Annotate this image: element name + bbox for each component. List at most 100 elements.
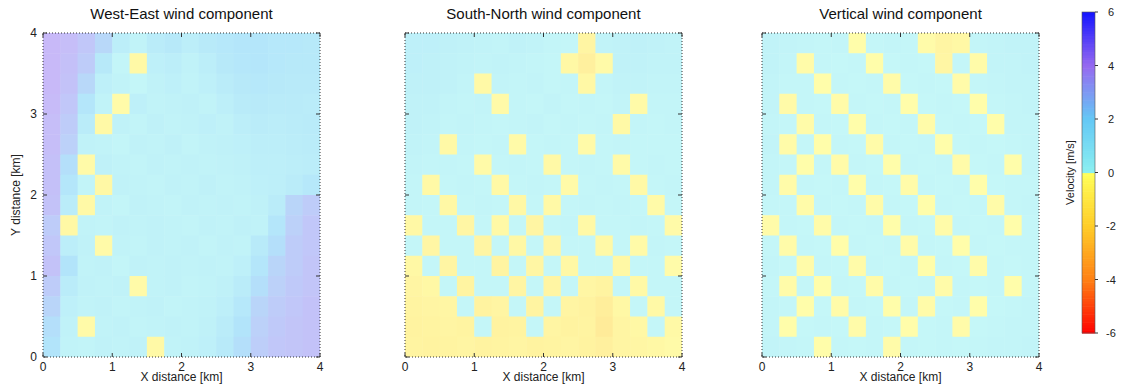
cell [492, 317, 510, 338]
cell [233, 155, 251, 176]
cell [285, 53, 303, 74]
cell [1022, 296, 1039, 317]
colorbar-tick [1095, 226, 1098, 227]
cell [595, 276, 613, 297]
cell [665, 256, 682, 277]
cell [60, 114, 78, 135]
cell [95, 74, 113, 95]
cell [866, 337, 884, 357]
x-axis-label: X distance [km] [859, 370, 941, 384]
title: Vertical wind component [819, 5, 982, 22]
cell [866, 256, 884, 277]
cell [901, 337, 919, 357]
cell [405, 94, 423, 115]
cell [440, 33, 458, 54]
cell [1022, 134, 1039, 155]
cell [762, 175, 780, 196]
cell [849, 74, 867, 95]
cell [303, 317, 320, 338]
x-tick [320, 353, 321, 357]
cell [164, 276, 182, 297]
cell [509, 134, 527, 155]
cell [987, 236, 1005, 257]
cell [43, 215, 61, 236]
cell [216, 134, 234, 155]
cell [440, 74, 458, 95]
cell [43, 317, 61, 338]
colorbar-tick [1095, 119, 1098, 120]
cell [303, 94, 320, 115]
cell [233, 53, 251, 74]
cell [182, 236, 200, 257]
cell [509, 337, 527, 357]
cell [78, 175, 96, 196]
cell [199, 53, 217, 74]
cell [422, 215, 440, 236]
cell [199, 33, 217, 54]
cell [78, 317, 96, 338]
y-tick [43, 33, 47, 34]
cell [251, 337, 269, 357]
cell [630, 114, 648, 135]
cell [130, 215, 148, 236]
cell [492, 215, 510, 236]
cell [526, 317, 544, 338]
colorbar-swatch [1082, 12, 1095, 15]
cell [883, 53, 901, 74]
cell [216, 53, 234, 74]
x-tick [43, 353, 44, 357]
cell [901, 33, 919, 54]
cell [970, 33, 988, 54]
cell [544, 317, 562, 338]
cell [303, 236, 320, 257]
cell [901, 94, 919, 115]
cell [883, 94, 901, 115]
cell [112, 337, 130, 357]
cell [1022, 236, 1039, 257]
cell [78, 337, 96, 357]
cell [918, 155, 936, 176]
cell [831, 33, 849, 54]
cell [595, 236, 613, 257]
cell [233, 276, 251, 297]
cell [216, 114, 234, 135]
y-tick [316, 114, 320, 115]
cell [457, 114, 475, 135]
cell [95, 53, 113, 74]
cell [440, 276, 458, 297]
cell [285, 256, 303, 277]
cell [405, 134, 423, 155]
cell [112, 33, 130, 54]
cell [474, 296, 492, 317]
cell [952, 53, 970, 74]
cell [970, 256, 988, 277]
cell [987, 276, 1005, 297]
cell [595, 175, 613, 196]
cell [199, 337, 217, 357]
cell [630, 175, 648, 196]
cell [43, 33, 61, 54]
cell [883, 215, 901, 236]
x-tick [112, 353, 113, 357]
cell [797, 33, 815, 54]
cell [216, 195, 234, 216]
cell [1004, 94, 1022, 115]
cell [630, 74, 648, 95]
cell [130, 256, 148, 277]
cell [199, 195, 217, 216]
cell [613, 317, 631, 338]
cell [233, 337, 251, 357]
x-tick-label: 0 [40, 360, 47, 374]
x-tick [405, 33, 406, 37]
cell [987, 296, 1005, 317]
cell [474, 74, 492, 95]
cell [935, 94, 953, 115]
y-tick [405, 33, 409, 34]
cell [216, 256, 234, 277]
cell [952, 134, 970, 155]
cell [918, 296, 936, 317]
cell [1004, 276, 1022, 297]
cell [182, 276, 200, 297]
y-tick [43, 357, 47, 358]
cell [561, 236, 579, 257]
